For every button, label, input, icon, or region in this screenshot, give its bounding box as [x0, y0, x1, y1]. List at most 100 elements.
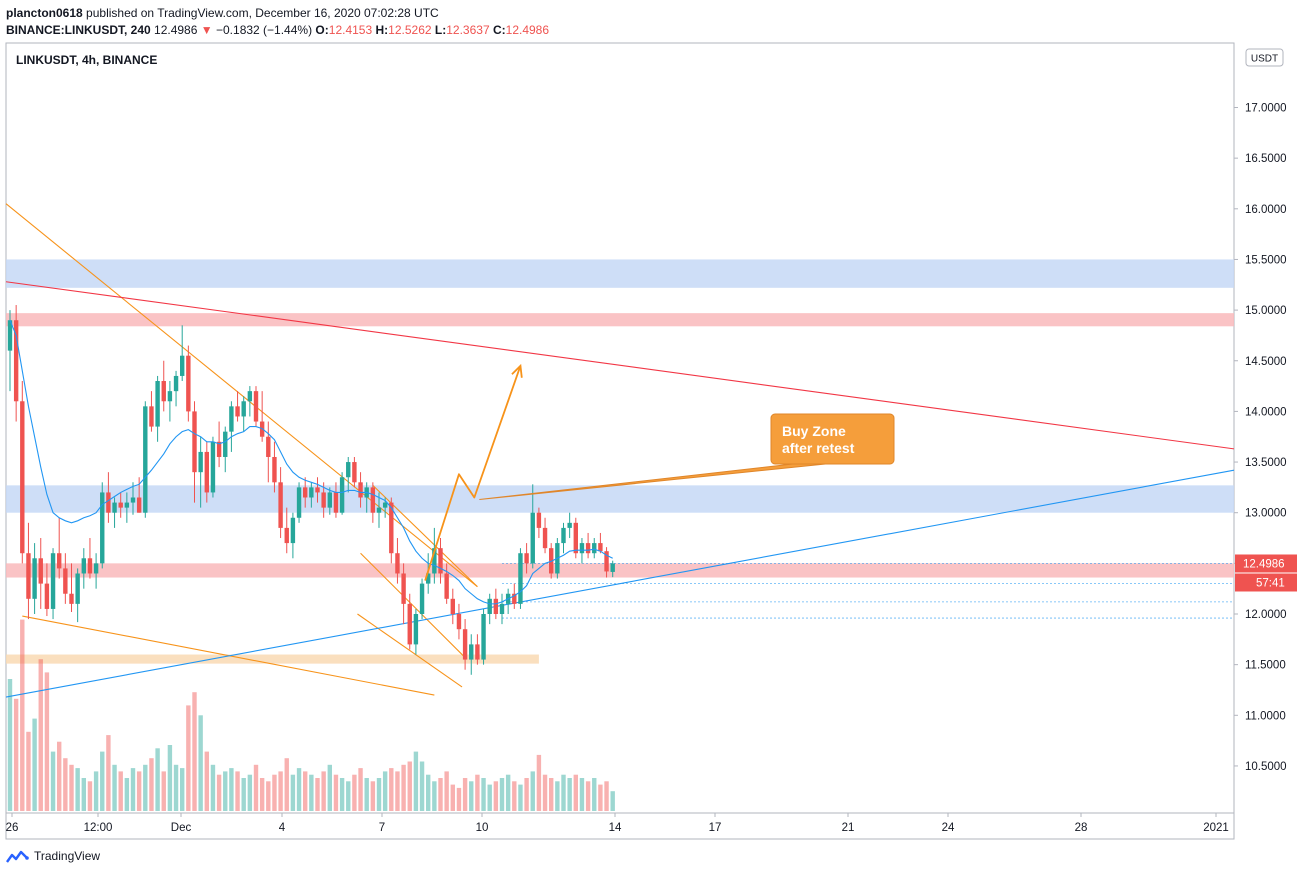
candle-body: [499, 603, 505, 614]
candle: [266, 421, 271, 483]
volume-bar: [327, 764, 332, 811]
candle-body: [462, 629, 468, 660]
volume-bar: [259, 778, 265, 811]
candle-body: [112, 502, 117, 513]
candle-body: [57, 553, 62, 569]
candle-body: [382, 502, 388, 508]
trendline-red: [5, 281, 1235, 450]
volume-layer: [7, 619, 615, 811]
candle: [438, 538, 443, 584]
candle-body: [469, 644, 474, 660]
candle: [192, 401, 197, 503]
candle: [75, 568, 80, 623]
volume-bar: [413, 751, 419, 811]
change-value: −0.1832 (−1.44%): [216, 23, 313, 37]
volume-bar: [493, 781, 499, 811]
volume-bar: [50, 751, 56, 811]
candle: [604, 547, 609, 578]
callout-line-1: Buy Zone: [782, 423, 846, 439]
candle: [106, 472, 111, 523]
candle: [333, 482, 339, 518]
projection-arrowhead: [511, 363, 523, 378]
volume-bar: [278, 771, 283, 811]
chart-title: LINKUSDT, 4h, BINANCE: [16, 53, 157, 67]
volume-bar: [63, 758, 68, 811]
candle: [87, 538, 93, 579]
candle: [358, 472, 363, 508]
candle-body: [426, 573, 431, 584]
x-tick-label: 17: [709, 822, 722, 834]
candle: [370, 482, 376, 523]
dotted-levels-layer: [502, 562, 1234, 619]
volume-bar: [253, 764, 259, 811]
volume-bar: [198, 715, 203, 811]
candle-body: [13, 320, 19, 402]
candle: [610, 560, 615, 578]
candle: [395, 538, 400, 584]
candle-body: [32, 558, 37, 599]
candle: [475, 634, 480, 665]
volume-bar: [376, 778, 382, 811]
candle: [167, 381, 173, 422]
footer-brand[interactable]: TradingView: [6, 849, 100, 863]
candle-body: [50, 553, 56, 609]
candle-body: [309, 487, 314, 498]
volume-bar: [346, 781, 351, 811]
volume-bar: [69, 764, 74, 811]
candle: [186, 345, 191, 422]
candles-layer: [7, 305, 615, 675]
publisher-name[interactable]: plancton0618: [6, 6, 83, 20]
candle: [518, 548, 523, 609]
candle: [241, 396, 246, 432]
volume-bar: [87, 781, 93, 811]
candle-body: [143, 406, 148, 513]
candle-body: [475, 644, 480, 660]
candle: [204, 441, 209, 503]
volume-bar: [7, 679, 13, 811]
x-tick-label: 7: [379, 822, 385, 834]
candle-body: [407, 603, 412, 645]
candle-body: [149, 406, 154, 427]
candle-body: [155, 381, 160, 427]
trendline-orange: [360, 552, 466, 658]
candle: [229, 401, 234, 452]
candle-body: [370, 487, 376, 513]
candle-body: [100, 492, 105, 564]
candle-body: [419, 583, 425, 614]
x-tick-label: 14: [609, 822, 622, 834]
volume-bar: [389, 768, 394, 811]
down-arrow-icon: ▼: [200, 23, 213, 37]
volume-bar: [487, 784, 492, 811]
candle-body: [567, 522, 572, 528]
high-value: 12.5262: [388, 23, 432, 37]
volume-bar: [567, 778, 572, 811]
candle: [469, 634, 474, 675]
candle: [462, 619, 468, 670]
currency-button[interactable]: USDT: [1245, 48, 1284, 67]
candle: [309, 482, 314, 508]
publish-info: plancton0618 published on TradingView.co…: [6, 6, 439, 20]
candle: [284, 507, 289, 554]
volume-bar: [536, 754, 542, 811]
volume-bar: [579, 778, 585, 811]
volume-bar: [450, 784, 455, 811]
price-axis[interactable]: 10.500011.000011.500012.000012.500013.00…: [1234, 103, 1287, 773]
volume-bar: [604, 781, 609, 811]
volume-bar: [524, 778, 529, 811]
time-axis[interactable]: 26 12:00 Dec 4 7 10 14 17 21 24 28 2021: [6, 813, 1229, 834]
candle: [38, 538, 43, 609]
y-tick-label: 14.5000: [1245, 356, 1287, 368]
y-tick-label: 12.0000: [1245, 609, 1287, 621]
zone-pink-1: [6, 313, 1234, 327]
volume-bar: [419, 761, 425, 811]
buy-zone-callout[interactable]: Buy Zone after retest: [770, 413, 895, 465]
y-tick-label: 14.0000: [1245, 406, 1287, 418]
volume-bar: [598, 784, 603, 811]
candle-body: [69, 593, 74, 604]
volume-bar: [303, 771, 308, 811]
y-tick-label: 15.0000: [1245, 305, 1287, 317]
candle: [530, 484, 535, 569]
candle-body: [161, 381, 166, 402]
candle: [26, 522, 31, 620]
